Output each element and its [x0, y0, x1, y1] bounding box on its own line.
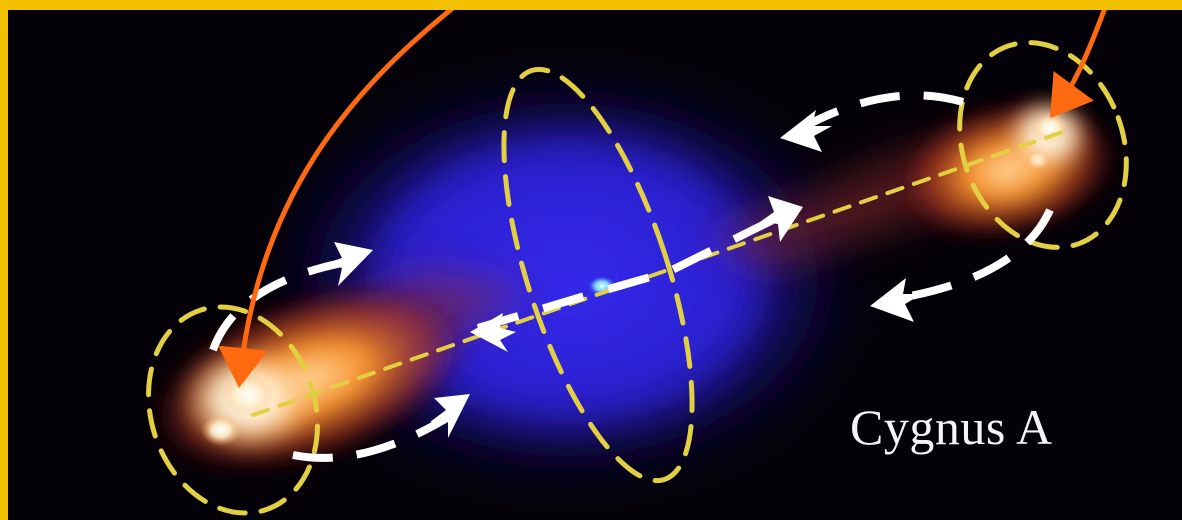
arrowhead-jet-right — [760, 196, 803, 242]
pointer-arrows — [218, 10, 1107, 388]
jet-axis-line — [251, 128, 1070, 417]
central-ring — [501, 66, 695, 484]
arrowhead-left-lower — [430, 394, 470, 438]
pointer-arrow-left-hotspot — [218, 10, 455, 388]
right-hotspot-ring — [957, 40, 1129, 250]
guide-dashes — [146, 40, 1129, 516]
left-lower-flow — [292, 404, 466, 462]
right-hotspot — [1026, 112, 1068, 170]
right-upper-backflow — [796, 91, 965, 134]
arrowhead-right-upper — [780, 110, 832, 152]
flow-arrowheads — [324, 110, 922, 438]
object-caption: Cygnus A — [850, 399, 1053, 455]
cygnus-a-illustration — [144, 10, 1129, 516]
pointer-arrow-right-hotspot — [1050, 10, 1107, 119]
left-hotspot-ring — [146, 304, 320, 516]
arrowhead-right-lower — [870, 278, 922, 322]
central-jet-flow — [476, 206, 795, 332]
arrowhead-left-upper — [324, 242, 373, 286]
arrowhead-jet-left — [470, 313, 516, 352]
radio-galaxy-image: Cygnus A — [8, 10, 1182, 520]
